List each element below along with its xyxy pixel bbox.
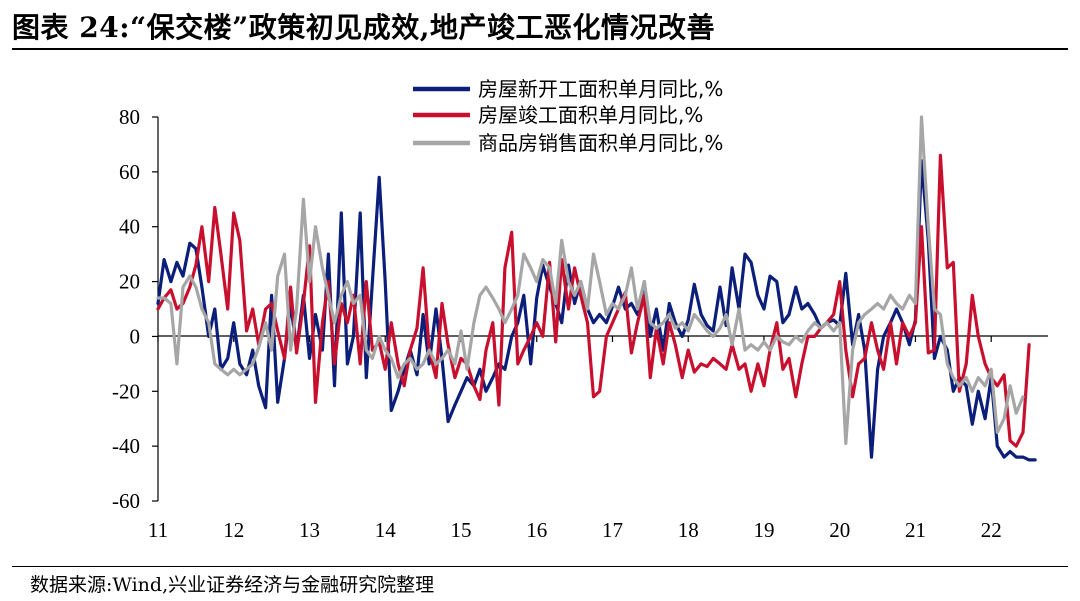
x-tick-label: 21 <box>905 518 926 542</box>
title-divider <box>12 48 1068 50</box>
y-tick-label: 60 <box>119 160 140 184</box>
chart-legend: 房屋新开工面积单月同比,%房屋竣工面积单月同比,% 商品房销售面积单月同比,% <box>413 77 723 155</box>
source-note: 数据来源:Wind,兴业证券经济与金融研究院整理 <box>30 574 435 596</box>
legend-label-1: 房屋竣工面积单月同比,% <box>478 103 703 127</box>
y-tick-label: -60 <box>112 489 140 513</box>
chart-lines <box>156 115 1037 462</box>
series-line-1 <box>156 153 1031 448</box>
source-divider <box>12 566 1068 567</box>
y-tick-label: 80 <box>119 105 140 129</box>
x-tick-label: 18 <box>678 518 699 542</box>
y-tick-label: 0 <box>130 324 141 348</box>
x-tick-label: 16 <box>526 518 547 542</box>
legend-label-0: 房屋新开工面积单月同比,% <box>478 77 723 101</box>
x-tick-label: 11 <box>148 518 168 542</box>
x-tick-label: 14 <box>375 518 397 542</box>
x-tick-label: 15 <box>450 518 471 542</box>
x-tick-label: 13 <box>299 518 320 542</box>
chart-axes: 80 60 40 20 0 -20 -40 -60 11 12 13 14 15 16 17 18 19 20 21… <box>112 105 1048 542</box>
y-tick-label: 40 <box>119 215 140 239</box>
y-tick-label: -20 <box>112 379 140 403</box>
x-tick-label: 17 <box>602 518 623 542</box>
y-tick-label: -40 <box>112 434 140 458</box>
x-tick-label: 20 <box>829 518 850 542</box>
page-title: 图表 24:“保交楼”政策初见成效,地产竣工恶化情况改善 <box>12 11 716 44</box>
x-tick-label: 19 <box>753 518 774 542</box>
x-tick-label: 22 <box>981 518 1002 542</box>
y-tick-label: 20 <box>119 270 140 294</box>
legend-label-2: 商品房销售面积单月同比,% <box>478 131 723 155</box>
series-line-2 <box>156 115 1025 445</box>
x-tick-label: 12 <box>223 518 244 542</box>
